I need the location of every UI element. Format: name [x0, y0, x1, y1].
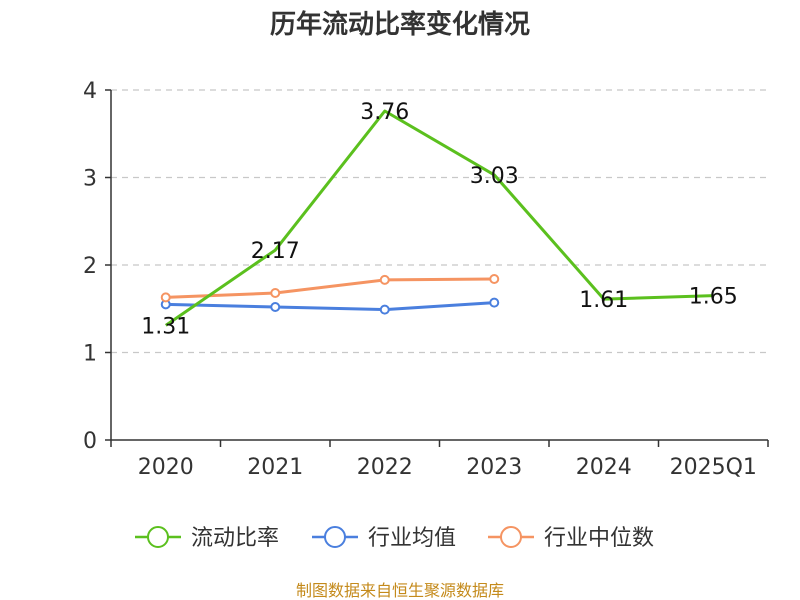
x-tick-label: 2025Q1: [670, 455, 757, 480]
data-point: [160, 292, 171, 303]
x-tick-label: 2021: [247, 455, 303, 480]
data-label: 1.61: [579, 288, 628, 313]
y-tick-label: 2: [83, 254, 97, 279]
series-line-0: [164, 109, 714, 327]
y-tick-label: 3: [83, 167, 97, 192]
data-point: [379, 304, 390, 315]
x-tick-label: 2023: [466, 455, 522, 480]
axes: 0 1 2 3 4 2020 2021 2022 2023 2024 2025Q1: [83, 79, 769, 480]
data-label: 3.76: [360, 100, 409, 125]
y-tick-label: 1: [83, 342, 97, 367]
data-point: [489, 297, 500, 308]
x-tick-label: 2020: [138, 455, 194, 480]
data-label: 3.03: [470, 164, 519, 189]
series-line-2: [165, 277, 495, 299]
legend: 流动比率 行业均值 行业中位数: [135, 526, 654, 551]
data-point: [270, 302, 281, 312]
x-tick-label: 2022: [357, 455, 413, 480]
source-footer: 制图数据来自恒生聚源数据库: [296, 581, 504, 600]
gridlines: [111, 89, 768, 354]
legend-marker: [324, 526, 346, 548]
data-label: 1.31: [141, 314, 190, 339]
legend-label: 流动比率: [191, 526, 279, 551]
data-point: [379, 274, 390, 285]
y-tick-label: 4: [83, 79, 97, 104]
x-tick-label: 2024: [576, 455, 632, 480]
legend-marker: [500, 526, 522, 548]
chart-title: 历年流动比率变化情况: [270, 9, 530, 40]
data-label: 2.17: [251, 239, 300, 264]
data-label: 1.65: [689, 285, 738, 310]
legend-marker: [147, 526, 169, 548]
data-point: [270, 288, 281, 298]
y-tick-label: 0: [83, 429, 97, 454]
series-line-1: [165, 301, 495, 312]
legend-label: 行业均值: [368, 526, 456, 551]
data-point: [489, 274, 500, 284]
series-group: 1.31 2.17 3.76 3.03 1.61 1.65: [141, 100, 737, 339]
legend-label: 行业中位数: [544, 526, 654, 551]
